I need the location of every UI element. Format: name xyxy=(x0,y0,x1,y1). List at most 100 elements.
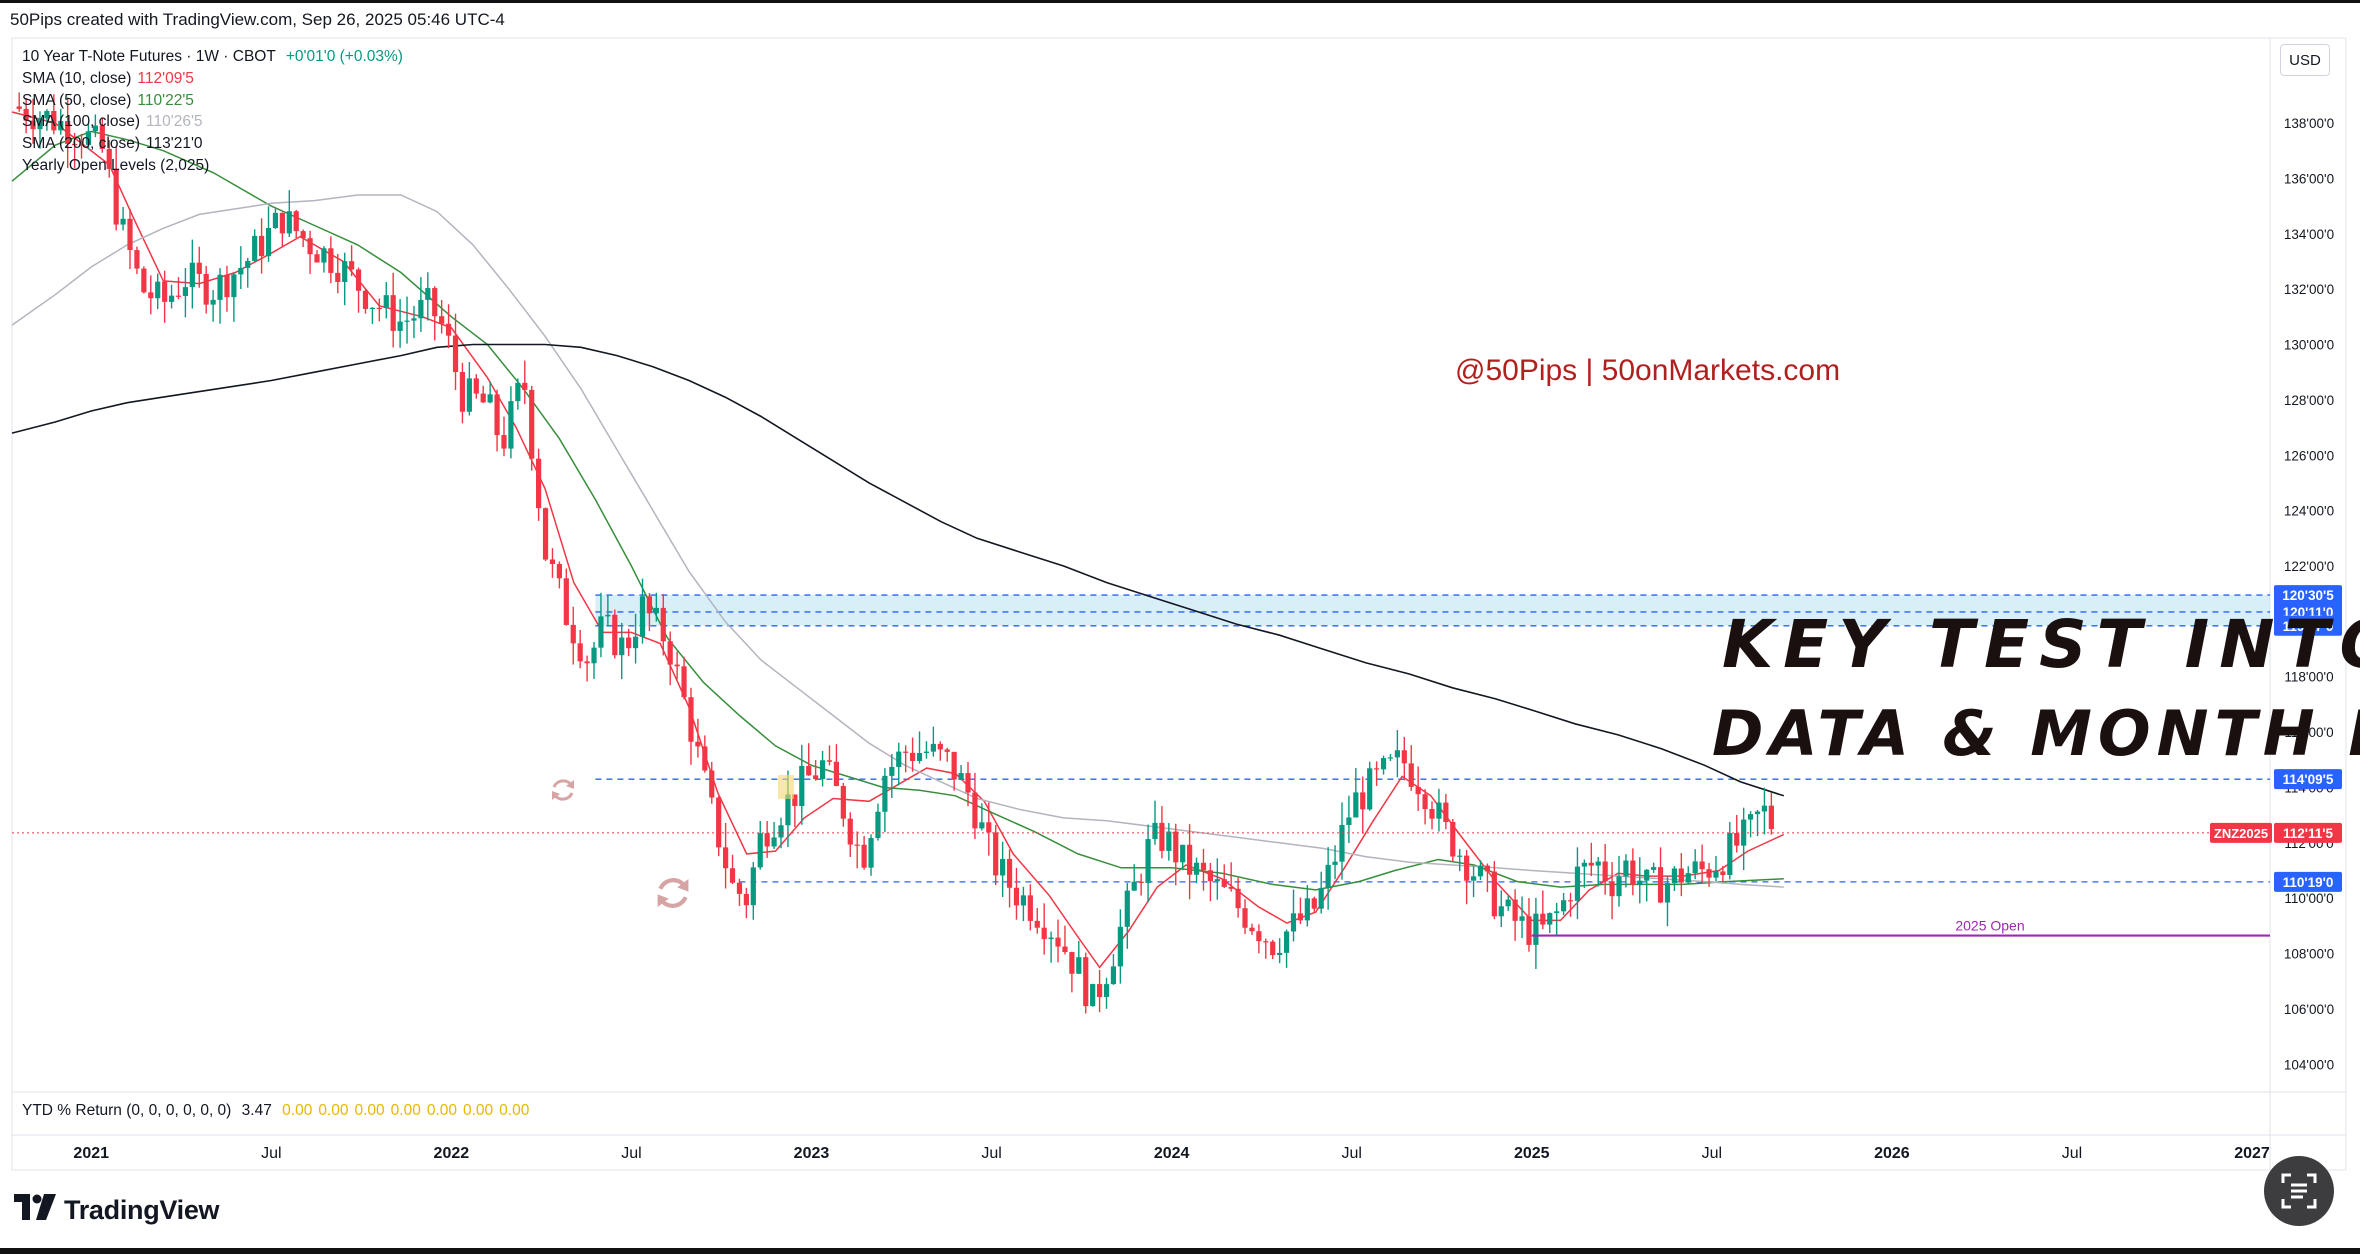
legend-indicator[interactable]: SMA (10, close) 112'09'5 xyxy=(22,68,403,90)
candle-body xyxy=(1651,867,1657,870)
candle-body xyxy=(1560,900,1567,912)
candle-body xyxy=(203,273,209,305)
level-price-badge[interactable]: 110'19'0 xyxy=(2274,871,2342,892)
symbol-change: +0'01'0 (+0.03%) xyxy=(285,48,403,65)
legend-indicator[interactable]: SMA (50, close) 110'22'5 xyxy=(22,90,403,112)
candle-body xyxy=(674,664,680,667)
chart-decorations xyxy=(552,775,794,908)
y-axis-tick-label: 126'00'0 xyxy=(2284,448,2334,463)
candle-body xyxy=(1096,984,1103,997)
candle-body xyxy=(826,760,833,762)
candle-body xyxy=(1055,937,1061,947)
candle-body xyxy=(1173,831,1179,863)
x-axis-tick-label: 2024 xyxy=(1154,1145,1190,1162)
ytd-return-pane[interactable]: YTD % Return (0, 0, 0, 0, 0, 0) 3.47 0.0… xyxy=(22,1102,541,1120)
candle-body xyxy=(1443,802,1449,822)
sma-line[interactable] xyxy=(11,194,1784,888)
resistance-zone xyxy=(595,595,2270,626)
candle-body xyxy=(542,508,549,560)
symbol-badge[interactable]: ZNZ2025 xyxy=(2210,822,2272,843)
candle-body xyxy=(1477,865,1484,877)
candle-body xyxy=(92,125,98,132)
candle-body xyxy=(909,752,916,761)
tradingview-logo-icon xyxy=(14,1194,56,1227)
last-price-badge[interactable]: 112'11'5 xyxy=(2274,822,2342,843)
candle-body xyxy=(1110,966,1117,985)
candle-body xyxy=(1000,858,1006,876)
candle-body xyxy=(293,211,299,232)
candle-body xyxy=(1360,792,1366,810)
candle-body xyxy=(217,274,223,300)
candle-body xyxy=(515,382,521,402)
level-price-badge[interactable]: 119'27'0 xyxy=(2274,615,2342,636)
ytd-other-value: 0.00 xyxy=(354,1102,385,1119)
candle-body xyxy=(1138,881,1144,883)
chart-legend: 10 Year T-Note Futures · 1W · CBOT +0'01… xyxy=(22,46,403,177)
x-axis-tick-label: Jul xyxy=(2062,1145,2082,1162)
candle-body xyxy=(1671,868,1678,884)
candle-body xyxy=(439,316,445,324)
candle-body xyxy=(799,765,805,807)
candle-body xyxy=(896,751,902,767)
screenshot-tool-button[interactable] xyxy=(2264,1156,2334,1226)
candle-body xyxy=(646,596,653,614)
candle-body xyxy=(688,697,694,742)
candle-body xyxy=(1103,984,1110,997)
chart-frame xyxy=(11,37,2347,1171)
candle-body xyxy=(1027,895,1033,921)
candle-body xyxy=(875,811,881,839)
candle-body xyxy=(1311,898,1317,909)
candle-body xyxy=(231,274,237,298)
ytd-other-value: 0.00 xyxy=(282,1102,313,1119)
currency-badge[interactable]: USD xyxy=(2280,44,2330,76)
scan-icon xyxy=(2281,1173,2317,1209)
candle-body xyxy=(702,746,708,771)
legend-indicator-value: 113'21'0 xyxy=(146,135,203,153)
candle-body xyxy=(37,118,43,130)
x-axis-tick-label: 2027 xyxy=(2234,1145,2270,1162)
level-price-badge-bg xyxy=(2274,615,2342,636)
candle-body xyxy=(487,394,493,403)
sma-line[interactable] xyxy=(11,343,1785,797)
sma-line[interactable] xyxy=(11,130,1784,891)
candle-body xyxy=(1754,811,1761,815)
candle-body xyxy=(307,238,313,255)
candle-body xyxy=(709,770,715,798)
candle-body xyxy=(771,837,777,847)
candle-body xyxy=(1367,768,1373,810)
candle-body xyxy=(563,578,569,625)
level-price-badge[interactable]: 120'30'5 xyxy=(2274,585,2342,606)
candle-body xyxy=(127,218,133,251)
candle-body xyxy=(1768,805,1774,830)
legend-indicator[interactable]: SMA (200, close) 113'21'0 xyxy=(22,133,403,155)
y-axis-tick-label: 130'00'0 xyxy=(2284,338,2334,353)
y-axis-tick-label: 132'00'0 xyxy=(2284,282,2334,297)
candle-body xyxy=(369,307,376,310)
candle-body xyxy=(944,749,950,752)
candle-body xyxy=(861,844,867,868)
created-by-caption: 50Pips created with TradingView.com, Sep… xyxy=(10,10,505,29)
candle-body xyxy=(1242,908,1248,928)
legend-indicator-list: SMA (10, close) 112'09'5 SMA (50, close) 11… xyxy=(22,68,403,177)
candle-body xyxy=(85,131,92,145)
candle-body xyxy=(224,274,230,298)
candle-body xyxy=(1422,794,1428,810)
candle-body xyxy=(1159,822,1165,851)
sma-line[interactable] xyxy=(11,111,1785,969)
candle-body xyxy=(23,108,29,121)
legend-indicator[interactable]: SMA (100, close) 110'26'5 xyxy=(22,111,403,133)
candle-body xyxy=(764,833,770,847)
level-price-badge[interactable]: 114'09'5 xyxy=(2274,769,2342,790)
candle-body xyxy=(494,394,500,436)
legend-indicator-label: SMA (10, close) xyxy=(22,69,132,87)
legend-indicator[interactable]: Yearly Open Levels (2,025) xyxy=(22,155,403,177)
candle-body xyxy=(577,643,583,662)
candle-body xyxy=(1436,802,1442,819)
candle-body xyxy=(1512,899,1518,921)
legend-symbol-row[interactable]: 10 Year T-Note Futures · 1W · CBOT +0'01… xyxy=(22,46,403,68)
candle-body xyxy=(321,248,327,263)
candle-body xyxy=(549,559,556,565)
tradingview-logo[interactable]: TradingView xyxy=(14,1194,220,1227)
candle-body xyxy=(425,288,431,300)
